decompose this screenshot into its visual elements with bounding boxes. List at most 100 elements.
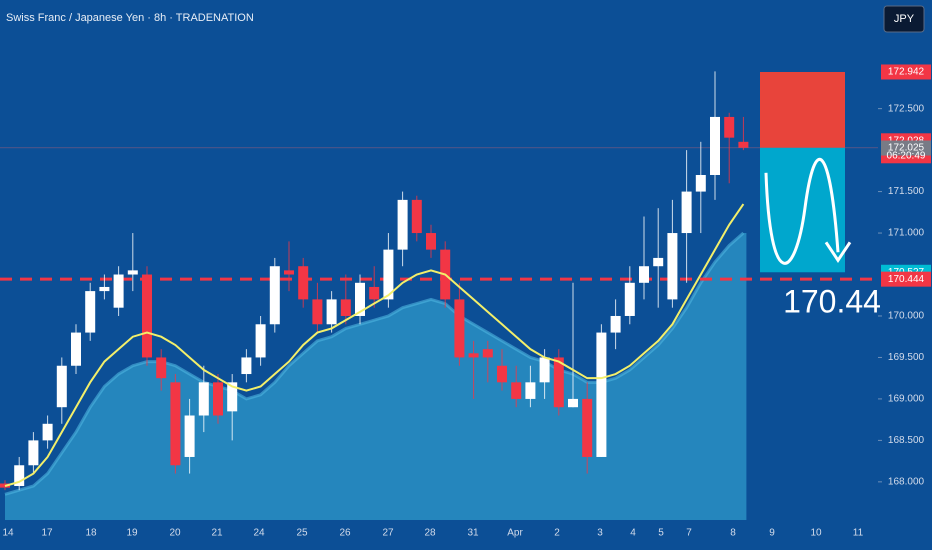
candle-body	[355, 282, 365, 316]
area-edge	[4, 231, 745, 496]
candle-body	[454, 299, 465, 358]
candle-body	[596, 332, 607, 457]
price-label: 172.942	[888, 67, 925, 78]
y-tick-label: 171.000	[888, 228, 925, 239]
candle-body	[71, 332, 81, 366]
x-tick-label: 4	[630, 528, 636, 539]
candle-body	[681, 191, 692, 234]
candle-body	[213, 382, 223, 416]
x-tick-label: 31	[467, 528, 479, 539]
price-label: 172.025	[888, 143, 925, 154]
candle-body	[170, 382, 181, 466]
candle-body	[340, 299, 351, 316]
price-label-box	[881, 271, 931, 287]
currency-button[interactable]	[883, 5, 925, 33]
candle-body	[184, 415, 195, 457]
x-tick-label: 8	[730, 528, 736, 539]
price-label-box	[881, 64, 931, 80]
y-tick-label: 168.000	[888, 476, 925, 487]
candle-body	[42, 423, 53, 441]
candle-body	[28, 440, 39, 466]
candle-body	[383, 249, 394, 300]
candle-body	[411, 199, 422, 234]
x-tick-label: 25	[296, 528, 308, 539]
candle-body	[497, 365, 507, 383]
arrow-head	[824, 241, 852, 263]
candle-body	[553, 357, 564, 408]
x-tick-label: 20	[169, 528, 181, 539]
candle-body	[255, 324, 266, 358]
moving-average	[4, 203, 745, 487]
candle-body	[525, 382, 536, 399]
candle-body	[284, 270, 294, 275]
candle-body	[113, 274, 124, 308]
candle-body	[14, 465, 25, 486]
candle-body	[397, 199, 408, 250]
x-tick-label: 17	[41, 528, 53, 539]
x-tick-label: 5	[658, 528, 664, 539]
price-label: 170.444	[888, 274, 925, 285]
candle-body	[56, 365, 67, 408]
candle-body	[511, 382, 522, 399]
x-tick-label: 28	[424, 528, 436, 539]
candle-body	[710, 116, 720, 175]
y-tick-label: 170.000	[888, 311, 925, 322]
candle-body	[127, 270, 138, 275]
currency-button-label[interactable]: JPY	[894, 13, 915, 25]
y-tick-label: 171.500	[888, 186, 925, 197]
candle-body	[468, 353, 479, 358]
candle-body	[639, 266, 649, 283]
candle-body	[326, 299, 337, 325]
x-tick-label: Apr	[507, 528, 523, 539]
candle-body	[298, 266, 309, 300]
candle-body	[482, 349, 493, 358]
candle-body	[568, 398, 578, 408]
y-tick-label: 169.500	[888, 352, 925, 363]
forecast-arrow	[764, 158, 840, 265]
candle-body	[610, 315, 621, 333]
x-tick-label: 18	[85, 528, 97, 539]
countdown: 06:20:49	[887, 150, 926, 161]
x-tick-label: 27	[382, 528, 394, 539]
candle-body	[227, 382, 238, 412]
price-label-box	[881, 140, 931, 156]
y-tick-label: 172.500	[888, 103, 925, 114]
y-tick-label: 169.000	[888, 394, 925, 405]
candle-body	[582, 398, 593, 457]
candle-body	[142, 274, 152, 358]
candle-body	[426, 233, 436, 250]
candle-body	[99, 286, 110, 292]
x-tick-label: 24	[253, 528, 265, 539]
x-tick-label: 2	[554, 528, 560, 539]
candle-body	[269, 266, 280, 325]
x-tick-label: 3	[597, 528, 603, 539]
x-tick-label: 10	[810, 528, 822, 539]
stop-zone	[760, 71, 845, 148]
candle-body	[312, 299, 323, 325]
x-tick-label: 7	[686, 528, 692, 539]
candle-body	[738, 141, 749, 148]
candle-body	[724, 116, 735, 138]
x-tick-label: 11	[853, 528, 864, 539]
candle-body	[85, 291, 96, 333]
candle-body	[369, 286, 380, 300]
candle-body	[667, 233, 678, 300]
candle-body	[695, 174, 706, 192]
x-tick-label: 26	[339, 528, 351, 539]
annotation: 170.44	[783, 284, 881, 320]
candle-body	[156, 357, 167, 379]
candle-body	[539, 357, 550, 383]
y-tick-label: 168.500	[888, 435, 925, 446]
plot	[0, 71, 878, 520]
x-tick-label: 19	[126, 528, 138, 539]
x-tick-label: 9	[769, 528, 775, 539]
chart-title: Swiss Franc / Japanese Yen · 8h · TRADEN…	[6, 12, 254, 24]
x-tick-label: 14	[2, 528, 14, 539]
candle-body	[198, 382, 209, 416]
overlay: 170.44172.942172.028172.025170.527170.44…	[2, 64, 931, 539]
candle-body	[241, 357, 252, 375]
x-tick-label: 21	[211, 528, 223, 539]
candle-body	[624, 282, 635, 316]
candle-body	[653, 257, 664, 267]
